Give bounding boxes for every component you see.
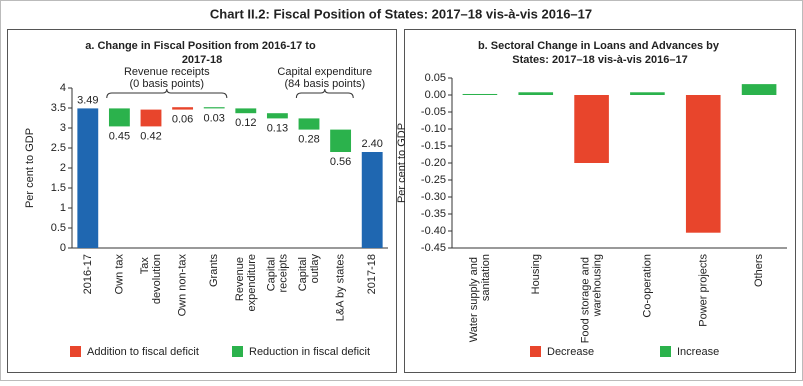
x-tick-label: Tax devolution: [139, 254, 163, 304]
chart-title: a. Change in Fiscal Position from 2016-1…: [85, 40, 319, 66]
y-tick-label: 0.05: [425, 72, 446, 84]
annotation-brace: [295, 88, 354, 99]
bar: [266, 113, 288, 119]
y-tick-label: -0.30: [421, 191, 446, 203]
y-tick-label: 1.5: [51, 182, 66, 194]
x-tick-label: Water supply and sanitation: [468, 254, 492, 342]
y-tick-label: 3.5: [51, 102, 66, 114]
bar: [330, 129, 352, 152]
bar: [361, 152, 383, 248]
value-label: 0.03: [203, 112, 224, 124]
x-tick-label: Food storage and warehousing: [579, 254, 603, 343]
y-tick-label: -0.20: [421, 157, 446, 169]
value-label: 0.13: [267, 122, 288, 134]
x-tick-label: Own non-tax: [177, 254, 189, 317]
legend-label: Addition to fiscal deficit: [87, 346, 199, 358]
value-label: 0.56: [330, 156, 351, 168]
legend-label: Decrease: [547, 346, 594, 358]
y-tick-label: 4: [60, 82, 66, 94]
value-label: 2.40: [361, 138, 382, 150]
x-tick-label: 2016-17: [82, 254, 94, 294]
annotation-brace: [106, 88, 228, 99]
x-tick-label: Capital receipts: [265, 254, 289, 293]
x-tick-label: Co-operation: [641, 254, 653, 318]
x-tick-label: Own tax: [113, 254, 125, 295]
annotation: Capital expenditure: [277, 66, 372, 78]
x-tick-label: 2017-18: [366, 254, 378, 294]
panel: [7, 29, 397, 373]
bar: [518, 92, 554, 95]
bar: [630, 92, 665, 95]
x-tick-label: Grants: [208, 254, 220, 288]
x-tick-label: Revenue expenditure: [234, 254, 258, 312]
bar: [108, 108, 130, 127]
y-tick-label: -0.45: [421, 242, 446, 254]
y-tick-label: 2: [60, 162, 66, 174]
annotation: (0 basis points): [130, 78, 205, 90]
y-tick-label: 1: [60, 202, 66, 214]
annotation: (84 basis points): [284, 78, 365, 90]
y-tick-label: -0.15: [421, 140, 446, 152]
bar: [685, 95, 721, 233]
x-tick-label: Housing: [530, 254, 542, 294]
y-tick-label: 0.00: [425, 89, 446, 101]
y-axis-label: Per cent to GDP: [24, 128, 36, 208]
bar: [140, 109, 162, 127]
bar: [574, 95, 609, 163]
x-tick-label: Capital outlay: [297, 254, 321, 292]
legend-swatch: [660, 346, 671, 357]
y-tick-label: 0.5: [51, 222, 66, 234]
chart-title: b. Sectoral Change in Loans and Advances…: [478, 40, 722, 66]
figure-title: Chart II.2: Fiscal Position of States: 2…: [210, 6, 592, 21]
x-tick-label: L&A by states: [335, 254, 347, 322]
value-label: 0.28: [298, 134, 319, 146]
bar: [741, 84, 777, 95]
value-label: 3.49: [77, 94, 98, 106]
y-tick-label: -0.10: [421, 123, 446, 135]
y-tick-label: -0.35: [421, 208, 446, 220]
y-tick-label: -0.25: [421, 174, 446, 186]
bar: [298, 118, 320, 130]
x-tick-label: Others: [753, 254, 765, 288]
legend-swatch: [232, 346, 243, 357]
y-tick-label: -0.05: [421, 106, 446, 118]
bar: [172, 107, 194, 110]
legend-swatch: [70, 346, 81, 357]
legend-label: Increase: [677, 346, 719, 358]
bar: [462, 93, 498, 95]
y-tick-label: 2.5: [51, 142, 66, 154]
value-label: 0.45: [109, 130, 130, 142]
x-tick-label: Power projects: [697, 254, 709, 327]
legend-swatch: [530, 346, 541, 357]
bar: [203, 107, 225, 109]
bar: [235, 108, 257, 114]
y-tick-label: 3: [60, 122, 66, 134]
y-tick-label: 0: [60, 242, 66, 254]
value-label: 0.42: [140, 130, 161, 142]
panel: [404, 29, 796, 373]
bar: [77, 108, 99, 249]
legend-label: Reduction in fiscal deficit: [249, 346, 370, 358]
annotation: Revenue receipts: [124, 66, 210, 78]
value-label: 0.06: [172, 114, 193, 126]
y-axis-label: Per cent to GDP: [396, 123, 408, 203]
value-label: 0.12: [235, 117, 256, 129]
y-tick-label: -0.40: [421, 225, 446, 237]
